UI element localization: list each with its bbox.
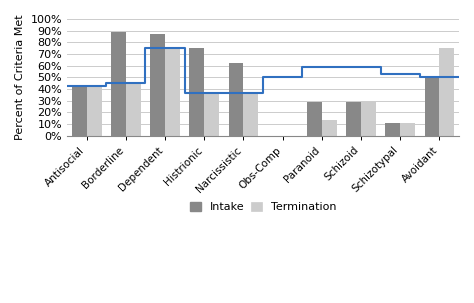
Bar — [228, 63, 244, 136]
Bar — [361, 102, 376, 136]
Bar — [244, 93, 258, 136]
Y-axis label: Percent of Criteria Met: Percent of Criteria Met — [15, 15, 25, 140]
Bar — [322, 119, 337, 136]
Bar — [400, 123, 415, 136]
Bar — [87, 86, 101, 136]
Bar — [346, 102, 361, 136]
Bar — [72, 86, 87, 136]
Bar — [189, 48, 204, 136]
Legend: Intake, Termination: Intake, Termination — [190, 202, 337, 212]
Bar — [126, 83, 141, 136]
Bar — [425, 78, 439, 136]
Bar — [111, 32, 126, 136]
Bar — [385, 123, 400, 136]
Bar — [150, 34, 165, 136]
Bar — [165, 48, 180, 136]
Bar — [204, 93, 219, 136]
Bar — [307, 102, 322, 136]
Bar — [439, 48, 454, 136]
